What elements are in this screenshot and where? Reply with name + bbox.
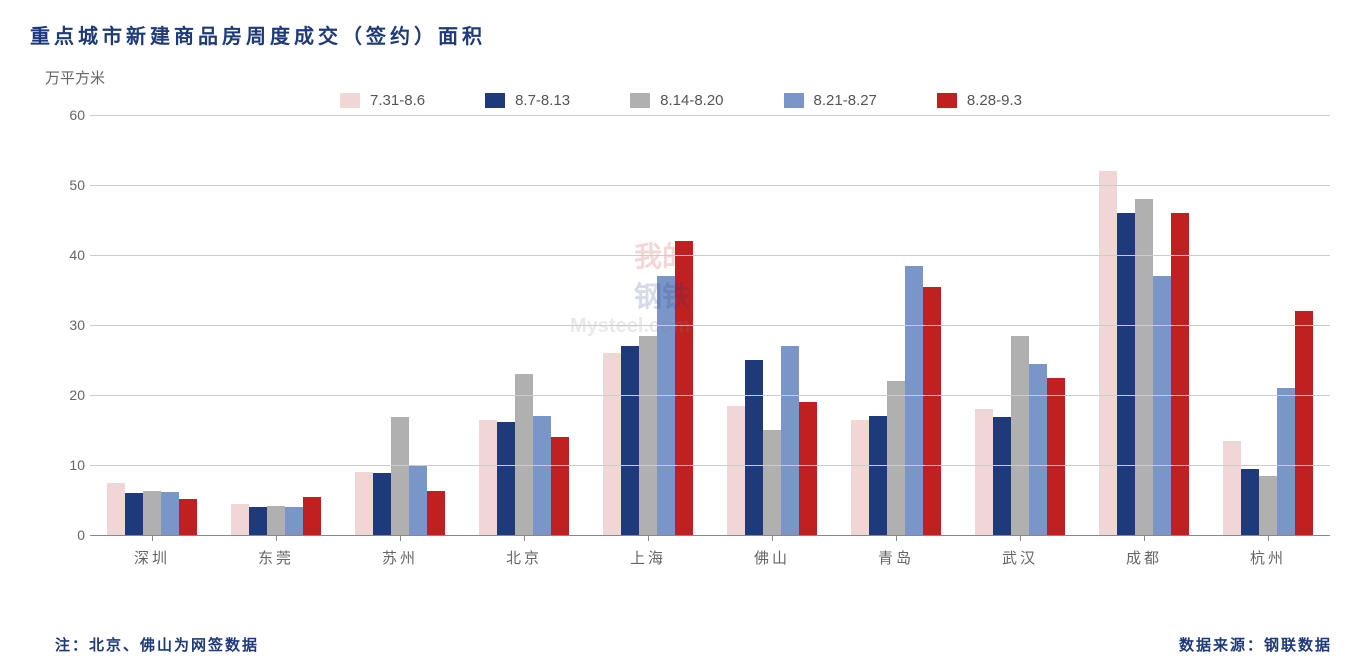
bar xyxy=(515,374,533,535)
bar xyxy=(1117,213,1135,535)
bar xyxy=(267,506,285,535)
bar xyxy=(1171,213,1189,535)
bar xyxy=(107,483,125,536)
x-tick-label: 杭州 xyxy=(1250,547,1286,568)
y-axis-label: 万平方米 xyxy=(45,67,1332,88)
bar xyxy=(603,353,621,535)
bar xyxy=(1047,378,1065,536)
legend-label: 7.31-8.6 xyxy=(370,92,425,109)
x-tick-label: 成都 xyxy=(1126,547,1162,568)
bar xyxy=(887,381,905,535)
y-tick-label: 40 xyxy=(50,247,85,263)
y-tick-label: 10 xyxy=(50,457,85,473)
footer-source: 数据来源：钢联数据 xyxy=(1179,634,1332,655)
bar xyxy=(869,416,887,535)
bar xyxy=(231,504,249,536)
bar xyxy=(161,492,179,535)
legend-swatch xyxy=(340,93,360,108)
bar xyxy=(551,437,569,535)
bar xyxy=(355,472,373,535)
bar xyxy=(249,507,267,535)
bar xyxy=(639,336,657,536)
x-tick-label: 东莞 xyxy=(258,547,294,568)
gridline xyxy=(90,185,1330,186)
x-tick-label: 北京 xyxy=(506,547,542,568)
bar xyxy=(1029,364,1047,536)
bar xyxy=(781,346,799,535)
legend-swatch xyxy=(485,93,505,108)
x-tick-label: 武汉 xyxy=(1002,547,1038,568)
bar xyxy=(1099,171,1117,535)
bar xyxy=(905,266,923,536)
plot-area: 我的钢铁Mysteel.com 0102030405060 xyxy=(90,115,1330,535)
legend-item: 8.14-8.20 xyxy=(630,92,723,109)
gridline xyxy=(90,255,1330,256)
x-tick-label: 深圳 xyxy=(134,547,170,568)
bar xyxy=(427,491,445,535)
gridline xyxy=(90,115,1330,116)
bar xyxy=(303,497,321,536)
footer: 注：北京、佛山为网签数据 数据来源：钢联数据 xyxy=(55,634,1332,655)
bar xyxy=(621,346,639,535)
legend-item: 8.21-8.27 xyxy=(784,92,877,109)
bar xyxy=(1259,476,1277,536)
legend-item: 8.28-9.3 xyxy=(937,92,1022,109)
legend-swatch xyxy=(784,93,804,108)
legend-label: 8.28-9.3 xyxy=(967,92,1022,109)
bar xyxy=(1277,388,1295,535)
x-tick-label: 青岛 xyxy=(878,547,914,568)
legend-label: 8.21-8.27 xyxy=(814,92,877,109)
bar xyxy=(975,409,993,535)
legend-label: 8.7-8.13 xyxy=(515,92,570,109)
bar xyxy=(479,420,497,536)
bar xyxy=(993,417,1011,535)
bar xyxy=(1223,441,1241,536)
bar xyxy=(745,360,763,535)
bar xyxy=(799,402,817,535)
bar xyxy=(1011,336,1029,536)
y-tick-label: 20 xyxy=(50,387,85,403)
legend: 7.31-8.6 8.7-8.13 8.14-8.20 8.21-8.27 8.28-9… xyxy=(30,92,1332,109)
bar xyxy=(657,276,675,535)
y-tick-label: 60 xyxy=(50,107,85,123)
y-tick-label: 0 xyxy=(50,527,85,543)
x-tick-label: 佛山 xyxy=(754,547,790,568)
bar xyxy=(125,493,143,535)
x-tick-label: 苏州 xyxy=(382,547,418,568)
gridline xyxy=(90,395,1330,396)
bar xyxy=(763,430,781,535)
bar xyxy=(675,241,693,535)
x-tick-label: 上海 xyxy=(630,547,666,568)
bar xyxy=(373,473,391,535)
x-axis-labels: 深圳 东莞 苏州 北京 上海 佛山 青岛 武汉 成都 杭州 xyxy=(90,535,1330,575)
legend-swatch xyxy=(937,93,957,108)
bar xyxy=(409,465,427,535)
bar xyxy=(143,491,161,535)
bar xyxy=(179,499,197,535)
bar xyxy=(1135,199,1153,535)
gridline xyxy=(90,325,1330,326)
bar xyxy=(1153,276,1171,535)
y-tick-label: 50 xyxy=(50,177,85,193)
legend-label: 8.14-8.20 xyxy=(660,92,723,109)
bar xyxy=(851,420,869,536)
bar xyxy=(1241,469,1259,536)
gridline xyxy=(90,465,1330,466)
legend-item: 7.31-8.6 xyxy=(340,92,425,109)
bar xyxy=(1295,311,1313,535)
bar xyxy=(391,417,409,535)
legend-swatch xyxy=(630,93,650,108)
bar xyxy=(285,507,303,535)
bar xyxy=(497,422,515,535)
chart-area: 我的钢铁Mysteel.com 0102030405060 深圳 东莞 苏州 北京 上海… xyxy=(40,115,1330,575)
footer-note: 注：北京、佛山为网签数据 xyxy=(55,634,259,655)
legend-item: 8.7-8.13 xyxy=(485,92,570,109)
bar xyxy=(533,416,551,535)
bar xyxy=(923,287,941,536)
chart-title: 重点城市新建商品房周度成交（签约）面积 xyxy=(30,20,1332,49)
y-tick-label: 30 xyxy=(50,317,85,333)
bar xyxy=(727,406,745,536)
